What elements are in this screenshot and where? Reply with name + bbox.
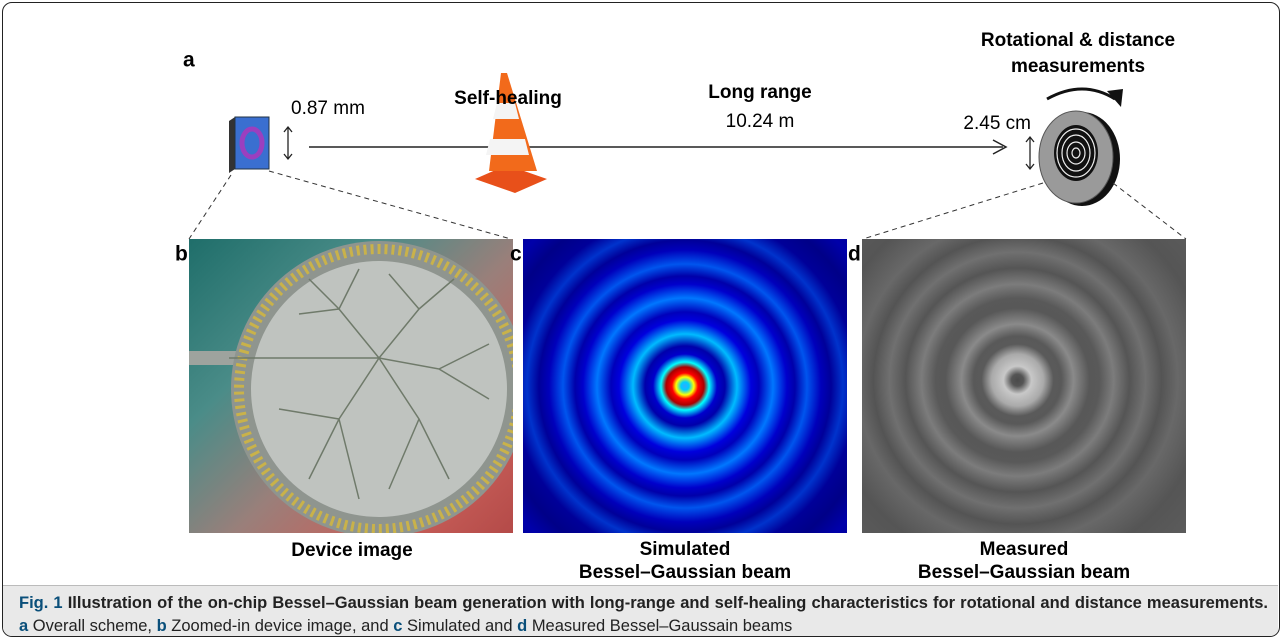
caption-text: Zoomed-in device image, and — [171, 617, 388, 635]
caption-label: b — [157, 617, 167, 635]
measurements-title: measurements — [1011, 56, 1145, 77]
target-size: 2.45 cm — [963, 113, 1031, 134]
caption-text: Measured Bessel–Gaussain beams — [532, 617, 792, 635]
distance-label: 10.24 m — [726, 111, 795, 132]
rotation-arrowhead — [1107, 89, 1123, 107]
panel-caption: Device image — [291, 540, 412, 561]
chip-side — [229, 117, 235, 173]
size-arrow — [284, 127, 292, 159]
figure-frame: a b c d 0.87 mm Self-healing Long range … — [2, 2, 1280, 637]
panel-caption: Simulated — [640, 539, 731, 560]
measurements-title: Rotational & distance — [981, 30, 1175, 51]
long-range-label: Long range — [708, 82, 811, 103]
chip-size: 0.87 mm — [291, 98, 365, 119]
caption-text: Simulated and — [407, 617, 513, 635]
size-arrow — [1026, 137, 1034, 169]
disk-pattern — [1054, 125, 1098, 181]
overlay: a b c d 0.87 mm Self-healing Long range … — [3, 3, 1280, 583]
figure-title: Illustration of the on-chip Bessel–Gauss… — [68, 594, 1268, 612]
panel-label: b — [175, 243, 188, 266]
caption-label: d — [517, 617, 527, 635]
figure-number: Fig. 1 — [19, 594, 63, 612]
panel-label: a — [183, 49, 195, 72]
zoom-lines — [189, 171, 1186, 239]
caption-label: c — [393, 617, 402, 635]
panel-caption: Bessel–Gaussian beam — [579, 562, 791, 583]
rotation-arrow — [1047, 89, 1115, 99]
cone-stripe — [486, 139, 529, 155]
self-healing-label: Self-healing — [454, 88, 562, 109]
page: a b c d 0.87 mm Self-healing Long range … — [0, 0, 1284, 641]
panel-label: d — [848, 243, 861, 266]
caption-text: Overall scheme, — [33, 617, 152, 635]
panel-caption: Measured — [980, 539, 1069, 560]
figure-caption: Fig. 1 Illustration of the on-chip Besse… — [3, 585, 1278, 637]
caption-label: a — [19, 617, 28, 635]
panel-caption: Bessel–Gaussian beam — [918, 562, 1130, 583]
panel-label: c — [510, 243, 522, 266]
